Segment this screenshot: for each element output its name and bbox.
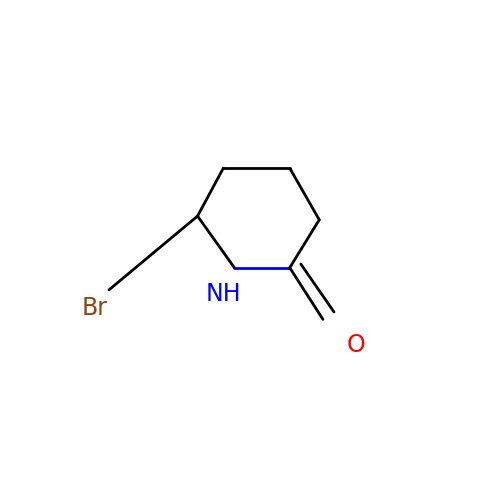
Text: O: O xyxy=(347,333,365,357)
Text: NH: NH xyxy=(205,282,241,306)
Text: Br: Br xyxy=(81,297,107,320)
